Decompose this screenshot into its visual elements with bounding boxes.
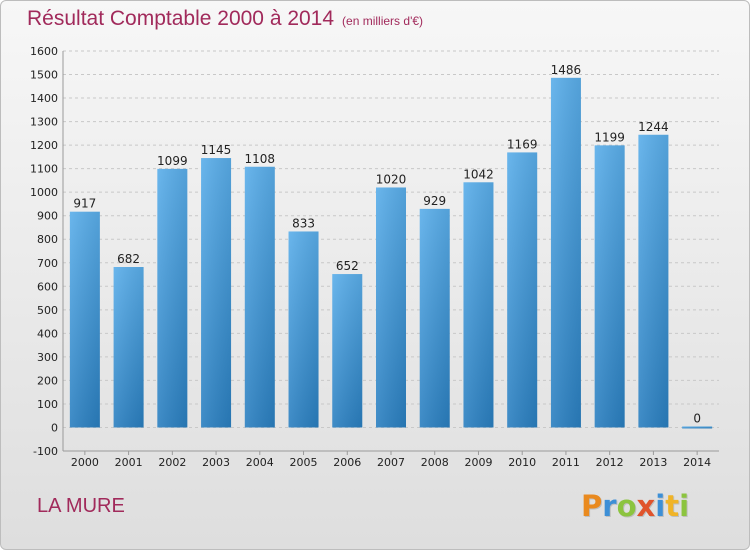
logo-letter: o: [616, 489, 637, 523]
x-tick-label: 2009: [464, 456, 492, 469]
value-label: 1020: [376, 172, 407, 186]
x-tick-label: 2004: [246, 456, 274, 469]
value-label: 1199: [594, 130, 625, 144]
y-tick-label: 400: [37, 327, 58, 340]
y-tick-label: 900: [37, 210, 58, 223]
y-tick-label: 1200: [30, 139, 58, 152]
logo-letter: i: [655, 489, 666, 523]
location-label: LA MURE: [37, 495, 125, 517]
x-tick-label: 2011: [552, 456, 580, 469]
logo-letter: x: [636, 489, 656, 523]
bar-shade: [288, 231, 319, 428]
x-tick-label: 2006: [333, 456, 361, 469]
x-tick-label: 2008: [421, 456, 449, 469]
logo-letter: t: [665, 489, 680, 523]
value-label: 0: [693, 411, 701, 425]
y-tick-label: 300: [37, 351, 58, 364]
value-label: 1042: [463, 167, 494, 181]
chart-title: Résultat Comptable 2000 à 2014 (en millie…: [27, 7, 423, 31]
bar-shade: [682, 426, 713, 429]
x-tick-labels: 2000 2001 2002 2003 2004 2005 2006 2007 2008 2009…: [71, 451, 711, 469]
x-tick-label: 2002: [158, 456, 186, 469]
y-tick-label: 200: [37, 374, 58, 387]
value-label: 652: [336, 259, 359, 273]
x-tick-label: 2013: [639, 456, 667, 469]
y-tick-label: 1100: [30, 163, 58, 176]
y-tick-label: 1300: [30, 116, 58, 129]
x-tick-label: 2000: [71, 456, 99, 469]
y-tick-label: -100: [33, 445, 58, 458]
bars: [69, 77, 713, 429]
y-tick-label: 500: [37, 304, 58, 317]
bar-shade: [201, 158, 232, 428]
value-label: 1244: [638, 120, 669, 134]
x-tick-label: 2003: [202, 456, 230, 469]
value-label: 1169: [507, 137, 538, 151]
bar-shade: [69, 211, 100, 428]
x-tick-label: 2005: [290, 456, 318, 469]
x-tick-label: 2012: [596, 456, 624, 469]
bar-shade: [419, 208, 450, 428]
y-tick-label: 1500: [30, 69, 58, 82]
logo-letter: r: [602, 489, 617, 523]
logo-letter: P: [581, 489, 603, 523]
y-tick-labels: -100 0 100 200 300 400 500 600 700 800 900 1000 1100…: [30, 45, 58, 458]
value-label: 833: [292, 216, 315, 230]
value-labels: 917 682 1099 1145 1108 833 652 1020 929 1042 1169 1…: [73, 63, 701, 426]
bar-shade: [157, 168, 188, 428]
value-label: 929: [423, 194, 446, 208]
y-tick-label: 1400: [30, 92, 58, 105]
y-tick-label: 1600: [30, 45, 58, 58]
bar-shade: [332, 274, 363, 428]
bar-shade: [638, 134, 669, 428]
x-tick-label: 2001: [115, 456, 143, 469]
bar-shade: [594, 145, 625, 428]
bar-shade: [376, 187, 406, 428]
proxiti-logo: Proxiti: [581, 489, 689, 523]
bar-shade: [463, 182, 494, 428]
value-label: 917: [73, 197, 96, 211]
value-label: 1099: [157, 154, 188, 168]
y-tick-label: 0: [51, 421, 58, 434]
value-label: 1486: [551, 63, 582, 77]
x-tick-label: 2010: [508, 456, 536, 469]
y-tick-label: 700: [37, 257, 58, 270]
value-label: 1108: [245, 152, 276, 166]
value-label: 1145: [201, 143, 232, 157]
bar-shade: [113, 267, 144, 428]
bar-shade: [244, 166, 275, 428]
x-tick-label: 2007: [377, 456, 405, 469]
y-tick-label: 800: [37, 233, 58, 246]
chart-title-text: Résultat Comptable 2000 à 2014: [27, 7, 335, 30]
logo-letter: i: [679, 489, 690, 523]
bar-shade: [550, 77, 581, 428]
y-tick-label: 100: [37, 398, 58, 411]
chart-unit-label: (en milliers d'€): [342, 14, 424, 28]
value-label: 682: [117, 252, 140, 266]
x-tick-label: 2014: [683, 456, 711, 469]
y-tick-label: 600: [37, 280, 58, 293]
y-tick-label: 1000: [30, 186, 58, 199]
bar-shade: [507, 152, 538, 428]
